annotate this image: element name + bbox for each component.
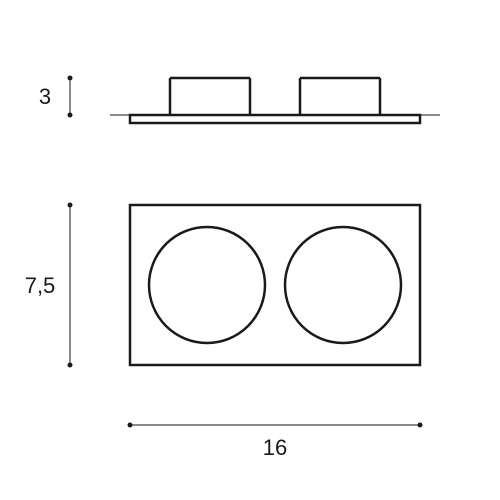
dimension-height-small: 3 xyxy=(39,76,73,118)
technical-diagram: 3 7,5 16 xyxy=(0,0,500,500)
dim-label-16: 16 xyxy=(263,435,287,460)
side-view xyxy=(110,78,440,123)
dim-label-3: 3 xyxy=(39,84,51,109)
dimension-width: 16 xyxy=(128,423,423,461)
dimension-height-large: 7,5 xyxy=(25,203,73,368)
dim-label-7-5: 7,5 xyxy=(25,273,56,298)
top-view xyxy=(130,205,420,365)
